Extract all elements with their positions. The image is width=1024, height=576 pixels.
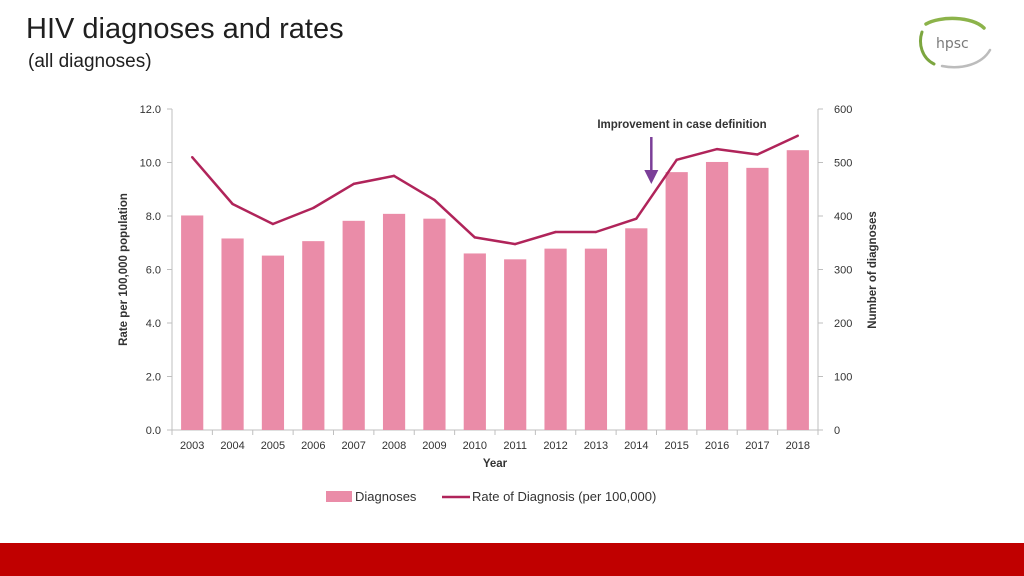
x-tick-label: 2014 bbox=[624, 440, 648, 452]
x-tick-label: 2012 bbox=[543, 440, 567, 452]
page-subtitle: (all diagnoses) bbox=[28, 51, 152, 72]
x-tick-label: 2004 bbox=[220, 440, 244, 452]
x-tick-label: 2008 bbox=[382, 440, 406, 452]
bar-2014 bbox=[625, 228, 648, 430]
bar-2005 bbox=[261, 255, 285, 430]
bar-2006 bbox=[302, 241, 325, 430]
legend-label-diagnoses: Diagnoses bbox=[355, 489, 417, 504]
x-tick-label: 2011 bbox=[503, 440, 527, 452]
x-tick-label: 2009 bbox=[422, 440, 446, 452]
bar-2008 bbox=[382, 213, 406, 430]
right-tick-label: 200 bbox=[834, 318, 852, 330]
footer-bar bbox=[0, 543, 1024, 576]
annotation-layer: Improvement in case definition bbox=[597, 119, 767, 184]
x-tick-label: 2016 bbox=[705, 440, 729, 452]
right-tick-label: 100 bbox=[834, 372, 852, 384]
bar-2011 bbox=[504, 259, 527, 430]
left-tick-label: 0.0 bbox=[146, 425, 161, 437]
right-tick-label: 300 bbox=[834, 265, 852, 277]
x-axis-title: Year bbox=[483, 458, 508, 470]
rate-line bbox=[191, 134, 799, 246]
line-series-rate bbox=[190, 134, 800, 246]
rate-point-2008 bbox=[392, 174, 396, 178]
left-tick-label: 2.0 bbox=[146, 372, 161, 384]
x-tick-label: 2005 bbox=[261, 440, 285, 452]
left-tick-label: 8.0 bbox=[146, 211, 161, 223]
logo-text: hpsc bbox=[936, 36, 969, 52]
bar-series-diagnoses bbox=[181, 150, 809, 430]
rate-point-2011 bbox=[513, 242, 517, 246]
right-tick-label: 500 bbox=[834, 158, 852, 170]
bar-2004 bbox=[221, 238, 244, 430]
bar-2009 bbox=[423, 218, 446, 430]
right-tick-label: 0 bbox=[834, 425, 840, 437]
x-tick-label: 2007 bbox=[341, 440, 365, 452]
x-tick-label: 2018 bbox=[786, 440, 810, 452]
bar-2018 bbox=[786, 150, 809, 430]
bar-2012 bbox=[544, 248, 567, 430]
x-tick-label: 2015 bbox=[664, 440, 688, 452]
rate-point-2010 bbox=[473, 236, 477, 239]
legend-swatch-diagnoses bbox=[326, 491, 352, 502]
axis-labels: 2003 2004 2005 2006 2007 2008 2009 2010 2011 2012… bbox=[118, 193, 879, 470]
bar-2007 bbox=[342, 220, 365, 430]
annotation-arrow-head bbox=[644, 170, 659, 184]
annotation-text: Improvement in case definition bbox=[597, 119, 766, 131]
right-tick-label: 600 bbox=[834, 104, 852, 116]
rate-point-2017 bbox=[756, 153, 759, 156]
rate-point-2006 bbox=[312, 206, 315, 210]
right-axis-title: Number of diagnoses bbox=[867, 211, 879, 329]
bar-2013 bbox=[584, 248, 608, 430]
bar-2017 bbox=[746, 167, 769, 430]
hpsc-logo-icon bbox=[919, 16, 992, 69]
rate-point-2015 bbox=[675, 158, 678, 162]
right-tick-label: 400 bbox=[834, 211, 852, 223]
left-tick-label: 6.0 bbox=[146, 265, 161, 277]
x-tick-label: 2006 bbox=[301, 440, 325, 452]
bar-2003 bbox=[181, 215, 204, 430]
legend: Diagnoses Rate of Diagnosis (per 100,000) bbox=[326, 489, 656, 504]
x-tick-label: 2017 bbox=[745, 440, 769, 452]
x-tick-label: 2010 bbox=[463, 440, 487, 452]
rate-point-2009 bbox=[433, 198, 436, 202]
left-axis-title: Rate per 100,000 population bbox=[118, 193, 130, 346]
left-tick-label: 12.0 bbox=[140, 104, 161, 116]
rate-point-2005 bbox=[271, 222, 275, 226]
rate-point-2013 bbox=[594, 230, 598, 234]
left-tick-label: 4.0 bbox=[146, 318, 161, 330]
bar-2016 bbox=[705, 161, 729, 430]
rate-point-2007 bbox=[352, 182, 355, 186]
legend-label-rate: Rate of Diagnosis (per 100,000) bbox=[472, 489, 656, 504]
left-tick-label: 10.0 bbox=[140, 158, 161, 170]
x-tick-label: 2013 bbox=[584, 440, 608, 452]
rate-point-2018 bbox=[796, 134, 800, 137]
bar-2010 bbox=[463, 253, 486, 430]
rate-point-2012 bbox=[554, 230, 557, 234]
x-tick-label: 2003 bbox=[180, 440, 204, 452]
axes-layer: 0.0 2.0 4.0 6.0 8.0 10.0 12.0 0 100 200 300 400 500 6… bbox=[140, 104, 853, 437]
rate-point-2003 bbox=[190, 155, 194, 159]
rate-point-2014 bbox=[635, 217, 638, 220]
rate-point-2004 bbox=[231, 202, 234, 206]
bar-2015 bbox=[665, 172, 688, 430]
page-title: HIV diagnoses and rates bbox=[26, 13, 344, 45]
rate-point-2016 bbox=[715, 147, 719, 151]
